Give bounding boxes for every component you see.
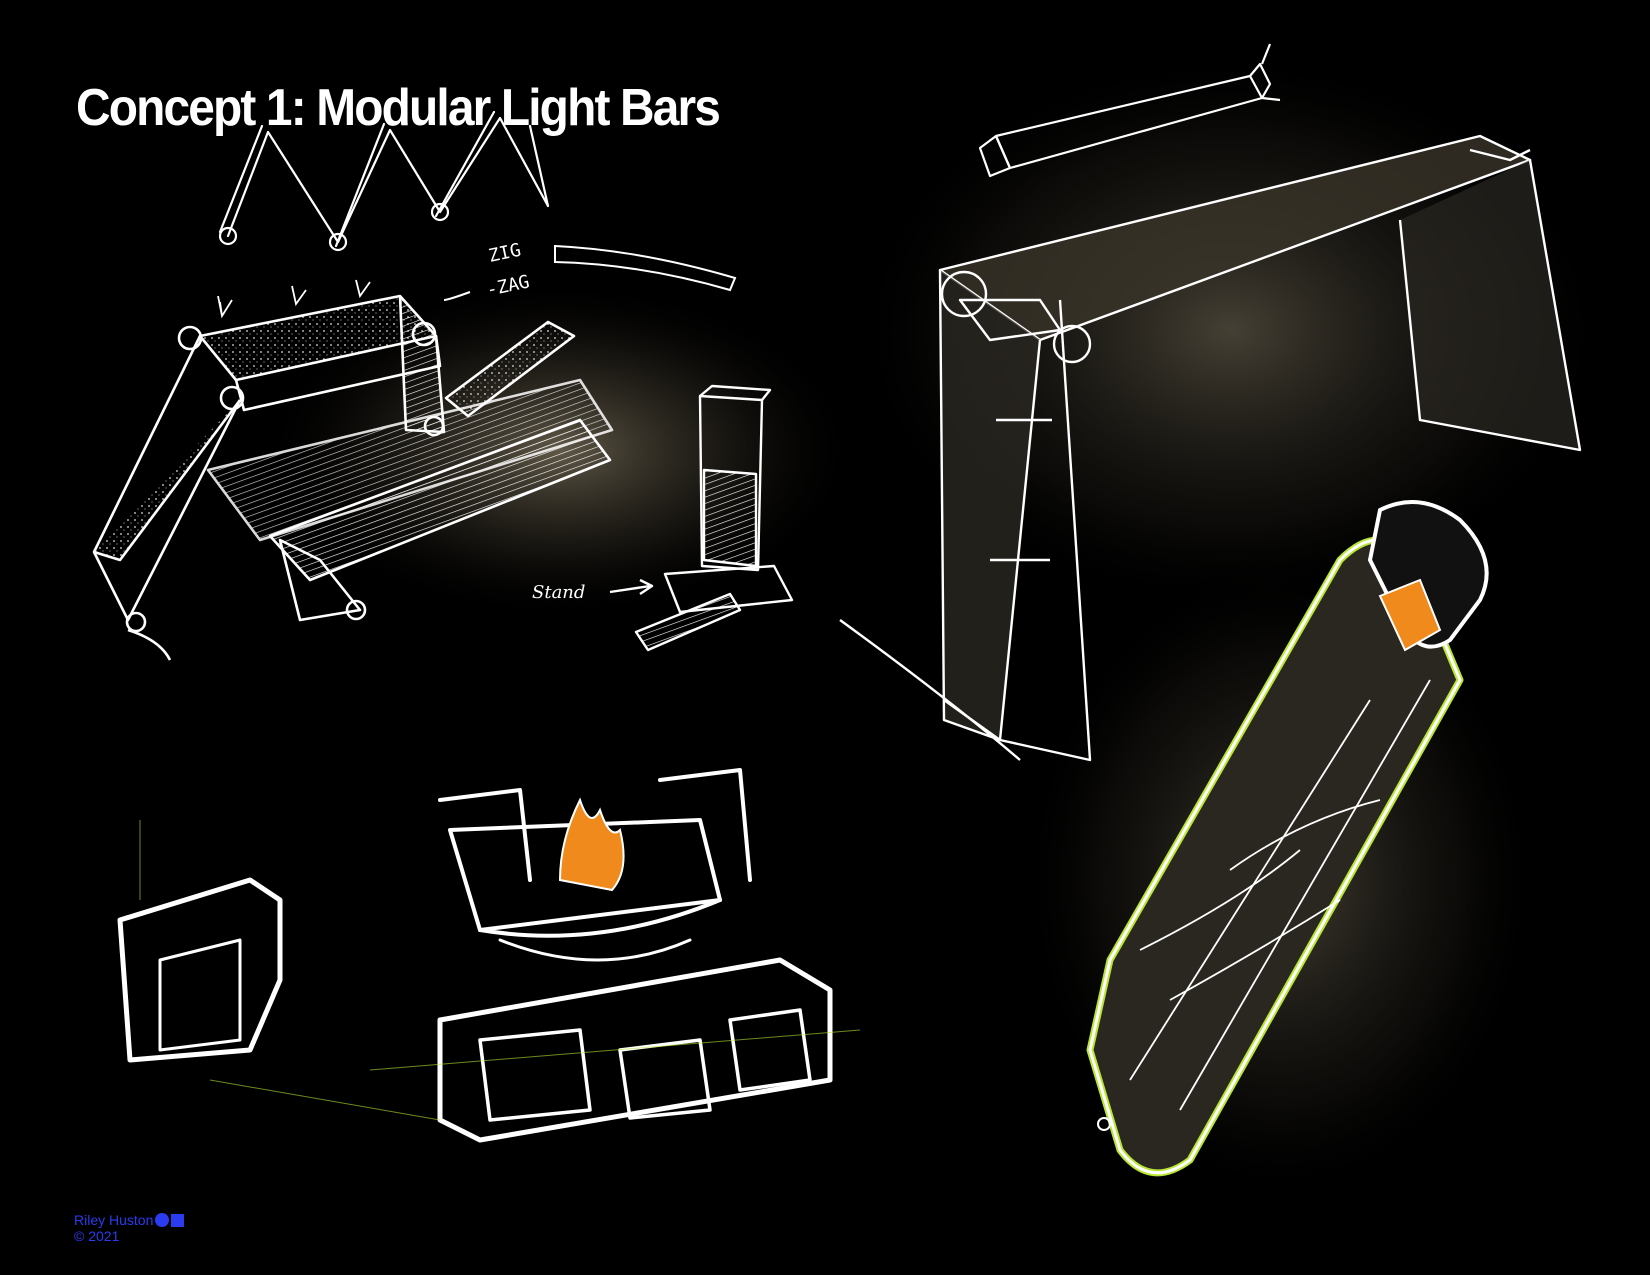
- small-bar-sketch: [978, 43, 1281, 178]
- zigzag-note: [443, 244, 737, 301]
- orange-connector: [1378, 578, 1442, 652]
- author-credit: Riley Huston © 2021: [74, 1212, 185, 1244]
- logo-circle-icon: [155, 1213, 170, 1227]
- direction-arrows: [217, 279, 371, 319]
- logo-square-icon: [171, 1213, 185, 1227]
- author-row: Riley Huston: [74, 1212, 185, 1228]
- zigzag-sketch: [218, 110, 550, 252]
- fire-flame: [558, 797, 625, 892]
- bench-sketch: [839, 134, 1582, 762]
- zig-label: ZIG: [487, 240, 523, 267]
- perspective-lines: [139, 820, 861, 1121]
- page-title: Concept 1: Modular Light Bars: [76, 79, 721, 137]
- modular-bar-sketch: [92, 294, 614, 661]
- stand-sketch: [609, 384, 794, 652]
- author-name: Riley Huston: [74, 1212, 154, 1228]
- fire-pit-sketch: [117, 768, 833, 1143]
- light-bar-sketch: [1086, 500, 1489, 1177]
- copyright: © 2021: [74, 1228, 120, 1244]
- stand-label: Stand: [532, 582, 585, 603]
